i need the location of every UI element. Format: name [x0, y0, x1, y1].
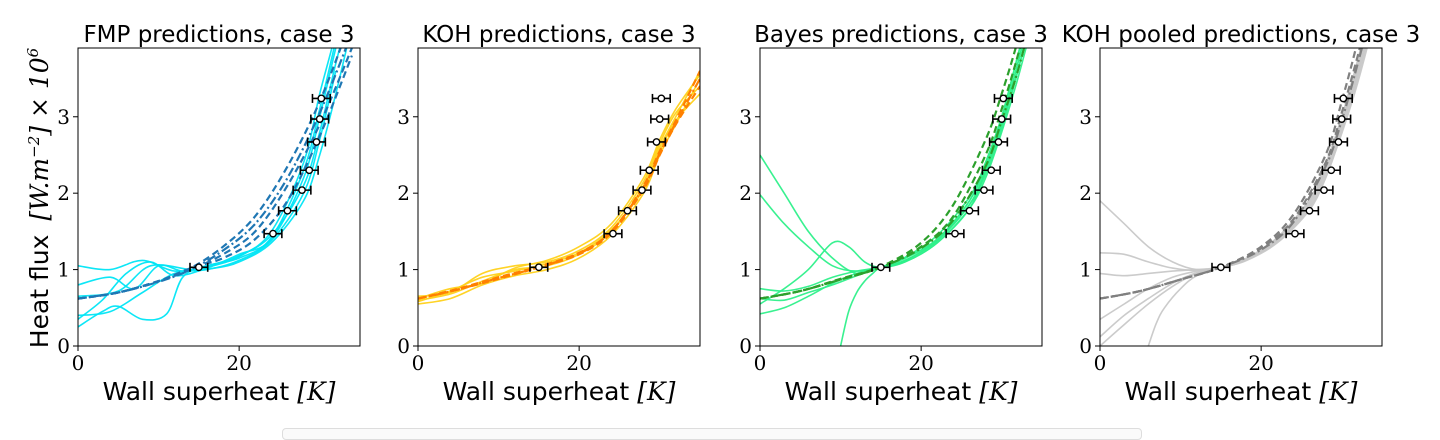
- observation-point: [650, 114, 670, 124]
- y-tick-label: 2: [57, 181, 70, 205]
- mean-line-4: [78, 55, 353, 300]
- observation-point: [263, 229, 283, 239]
- sample-line-4: [760, 48, 1027, 292]
- axes-frame: [417, 47, 701, 347]
- observation-point: [310, 114, 330, 124]
- mean-line-2: [1100, 48, 1362, 300]
- mean-line-2: [760, 48, 1022, 300]
- y-tick-label: 1: [739, 258, 752, 282]
- observation-point: [603, 229, 623, 239]
- sample-line-5: [418, 74, 700, 300]
- x-axis-label: Wall superheat [K]: [103, 377, 336, 406]
- x-tick-label: 0: [72, 351, 85, 375]
- sample-line-6: [1100, 48, 1368, 346]
- observation-point: [277, 206, 298, 216]
- chart-title: KOH pooled predictions, case 3: [1062, 22, 1421, 48]
- x-tick-label: 0: [754, 351, 767, 375]
- x-tick-label: 20: [226, 351, 251, 375]
- observation-point: [1321, 165, 1341, 175]
- sample-line-6: [78, 48, 348, 298]
- x-tick-label: 20: [1248, 351, 1273, 375]
- y-tick-label: 3: [397, 105, 410, 129]
- axes-frame: [77, 47, 361, 347]
- observation-point: [311, 93, 331, 103]
- caption-placeholder: [282, 428, 1142, 440]
- y-axis-label: Heat flux [W.m−2] × 106: [24, 47, 54, 348]
- observation-point: [945, 229, 965, 239]
- y-tick-label: 3: [739, 105, 752, 129]
- y-tick-label: 1: [397, 258, 410, 282]
- observation-point: [993, 93, 1013, 103]
- sample-line-5: [78, 70, 337, 317]
- observation-point: [1328, 137, 1349, 147]
- x-tick-label: 20: [908, 351, 933, 375]
- observation-point: [1285, 229, 1305, 239]
- observation-point: [632, 185, 652, 195]
- y-tick-label: 3: [57, 105, 70, 129]
- y-tick-label: 0: [739, 334, 752, 358]
- observation-point: [1332, 114, 1352, 124]
- observation-point: [306, 137, 327, 147]
- observation-point: [1333, 93, 1353, 103]
- observation-point: [981, 165, 1001, 175]
- x-tick-label: 0: [1094, 351, 1107, 375]
- sample-line-5: [1100, 48, 1367, 338]
- observation-point: [988, 137, 1009, 147]
- axes-frame: [759, 47, 1043, 347]
- x-axis-label: Wall superheat [K]: [1125, 377, 1358, 406]
- observation-point: [639, 165, 659, 175]
- observation-point: [617, 206, 638, 216]
- chart-title: FMP predictions, case 3: [83, 22, 354, 48]
- sample-line-3: [78, 48, 335, 328]
- mean-line-3: [760, 48, 1026, 300]
- y-tick-label: 2: [397, 181, 410, 205]
- plot-area: [78, 48, 353, 328]
- x-axis-label: Wall superheat [K]: [443, 377, 676, 406]
- chart-panel-4: KOH pooled predictions, case 3 0 1 2 3 0 20Wal…: [1062, 22, 1421, 406]
- observation-point: [1211, 262, 1231, 272]
- y-tick-label: 1: [57, 258, 70, 282]
- y-tick-label: 2: [1079, 181, 1092, 205]
- x-tick-label: 20: [566, 351, 591, 375]
- mean-line-1: [418, 70, 700, 300]
- x-axis-label: Wall superheat [K]: [785, 377, 1018, 406]
- observation-point: [292, 185, 312, 195]
- observation-point: [992, 114, 1012, 124]
- observation-point: [651, 93, 671, 103]
- y-tick-label: 1: [1079, 258, 1092, 282]
- sample-line-6: [839, 48, 1023, 346]
- observation-point: [1314, 185, 1334, 195]
- observation-point: [646, 137, 667, 147]
- y-tick-label: 0: [57, 334, 70, 358]
- sample-line-3: [418, 85, 700, 298]
- mean-line-1: [760, 48, 1017, 300]
- sample-line-5: [760, 48, 1025, 315]
- observation-point: [299, 165, 319, 175]
- mean-line-3: [1100, 48, 1364, 300]
- y-tick-label: 0: [397, 334, 410, 358]
- observation-point: [871, 262, 891, 272]
- observation-point: [959, 206, 980, 216]
- y-tick-label: 2: [739, 181, 752, 205]
- plot-area: [418, 70, 700, 305]
- observation-point: [529, 262, 549, 272]
- mean-line-1: [1100, 48, 1358, 300]
- chart-title: KOH predictions, case 3: [422, 22, 695, 48]
- x-tick-label: 0: [412, 351, 425, 375]
- observation-point: [189, 262, 209, 272]
- y-tick-label: 0: [1079, 334, 1092, 358]
- axes-frame: [1099, 47, 1383, 347]
- sample-line-2: [1100, 48, 1365, 272]
- observation-point: [974, 185, 994, 195]
- y-tick-label: 3: [1079, 105, 1092, 129]
- observation-point: [1299, 206, 1320, 216]
- sample-line-2: [418, 78, 700, 305]
- sample-line-4: [418, 93, 700, 303]
- chart-title: Bayes predictions, case 3: [754, 22, 1048, 48]
